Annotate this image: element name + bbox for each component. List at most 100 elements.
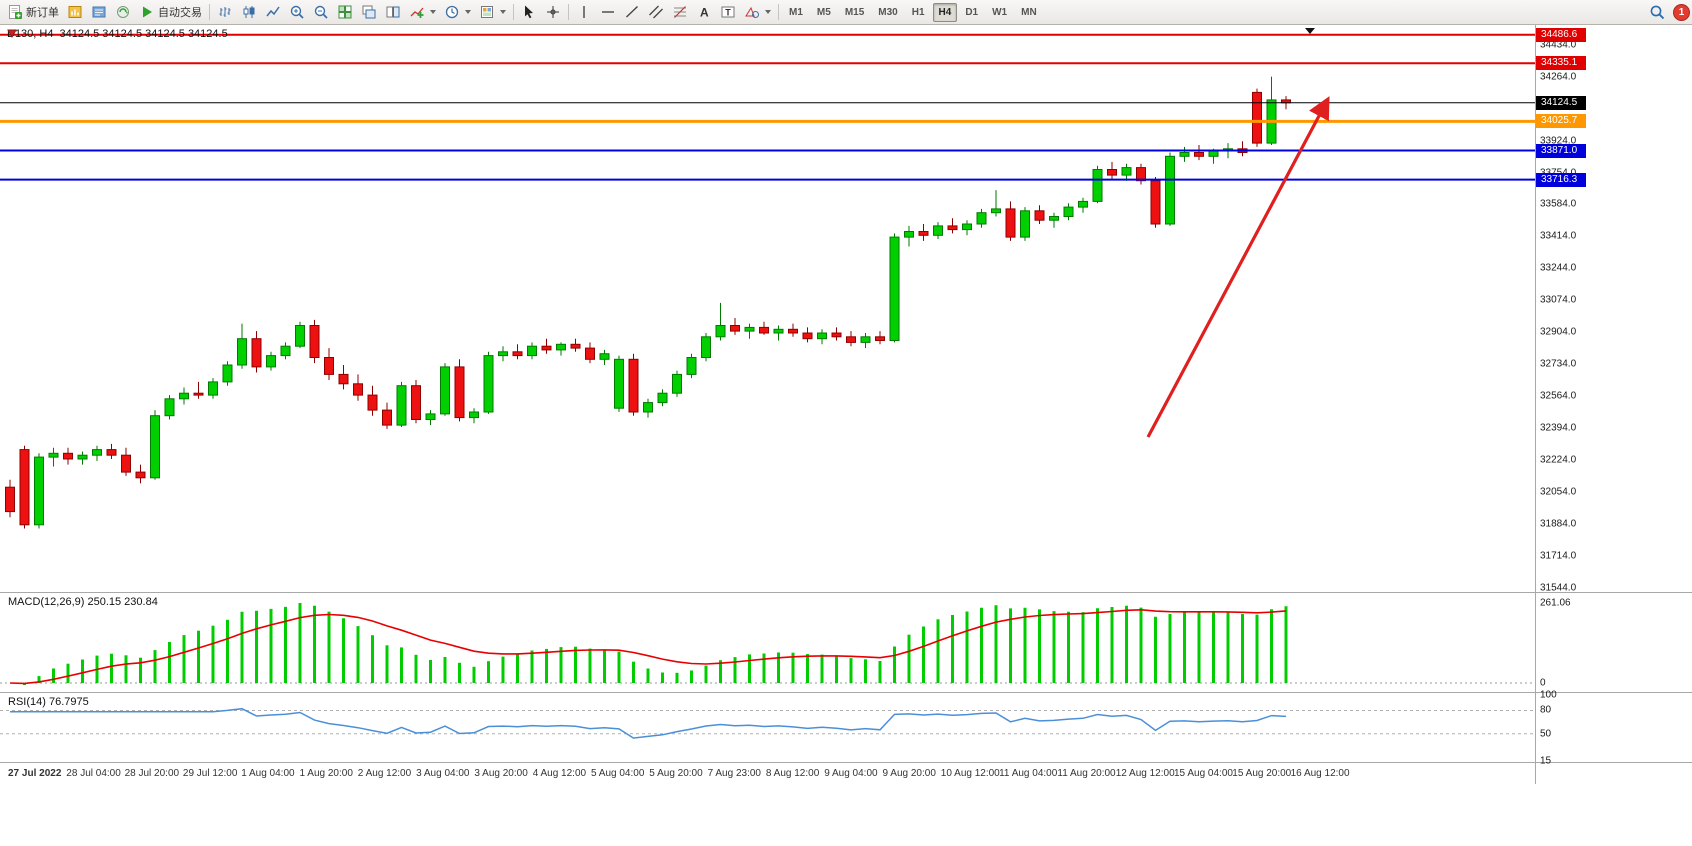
- refresh-button[interactable]: [111, 2, 135, 22]
- bull-candle: [1078, 200, 1088, 208]
- pane-separator[interactable]: [0, 762, 1692, 763]
- fibonacci-icon: [674, 6, 686, 18]
- periods-button[interactable]: [440, 2, 475, 22]
- profiles-icon: [92, 6, 106, 18]
- label-icon: T: [721, 6, 735, 18]
- line-chart-type-button[interactable]: [261, 2, 285, 22]
- toolbar-separator: [513, 4, 514, 20]
- symbol-info: D130, H4 34124.5 34124.5 34124.5 34124.5: [7, 28, 228, 40]
- arrange-windows-button[interactable]: [381, 2, 405, 22]
- time-axis-label: 11 Aug 20:00: [1057, 768, 1116, 779]
- templates-button[interactable]: [475, 2, 510, 22]
- timeframe-h1-button[interactable]: H1: [911, 6, 925, 18]
- new-order-button[interactable]: 新订单: [3, 2, 63, 22]
- time-axis-label: 28 Jul 20:00: [124, 768, 180, 779]
- bull-candle: [440, 366, 450, 415]
- time-axis-label: 10 Aug 12:00: [940, 768, 1000, 779]
- bear-candle: [788, 328, 798, 334]
- pane-separator[interactable]: [0, 592, 1692, 593]
- notification-badge[interactable]: 1: [1673, 3, 1690, 21]
- bull-candle: [701, 336, 711, 358]
- timeframe-m5-button[interactable]: M5: [816, 6, 831, 18]
- trendline-tool-button[interactable]: [620, 2, 644, 22]
- dropdown-arrow-icon: [430, 10, 436, 14]
- candlestick-chart-type-button[interactable]: [237, 2, 261, 22]
- pane-separator[interactable]: [0, 692, 1692, 693]
- indicators-button[interactable]: [405, 2, 440, 22]
- bull-candle: [556, 343, 566, 351]
- chart-area[interactable]: D130, H4 34124.5 34124.5 34124.5 34124.5…: [0, 24, 1692, 846]
- zoom-out-button[interactable]: [309, 2, 333, 22]
- timeframe-m30-button[interactable]: M30: [878, 6, 898, 18]
- time-axis-label: 5 Aug 04:00: [591, 768, 645, 779]
- search-icon[interactable]: [1649, 4, 1666, 21]
- crosshair-tool-button[interactable]: [541, 2, 565, 22]
- bear-candle: [106, 449, 117, 456]
- timeframe-w1-button[interactable]: W1: [992, 6, 1008, 18]
- bear-candle: [382, 409, 392, 426]
- vertical-line-tool-button[interactable]: [572, 2, 596, 22]
- timeframe-mn-button[interactable]: MN: [1021, 6, 1037, 18]
- bear-candle: [454, 366, 465, 419]
- chart-shift-marker[interactable]: [1305, 28, 1315, 34]
- bull-candle: [773, 328, 784, 334]
- toolbar: 新订单 自动交易: [0, 0, 1692, 25]
- shapes-tool-button[interactable]: [740, 2, 775, 22]
- price-axis-tick: 32734.0: [1540, 358, 1577, 370]
- price-axis-tick: 34434.0: [1540, 39, 1577, 51]
- bull-candle: [237, 338, 247, 366]
- rsi-label: RSI(14) 76.7975: [8, 696, 89, 708]
- bull-candle: [904, 231, 914, 238]
- toolbar-right-group: 1: [1649, 3, 1692, 21]
- price-axis-tick: 32394.0: [1540, 422, 1577, 434]
- price-axis-border: [1535, 24, 1536, 784]
- time-axis-label: 27 Jul 2022: [8, 768, 62, 779]
- time-axis-label: 9 Aug 20:00: [882, 768, 936, 779]
- time-axis-label: 15 Aug 20:00: [1232, 768, 1292, 779]
- cursor-tool-button[interactable]: [517, 2, 541, 22]
- macd-axis-max: 261.06: [1540, 597, 1571, 609]
- rsi-pane[interactable]: [0, 693, 1692, 762]
- support-lower-price-tag: 33716.3: [1536, 172, 1586, 187]
- tile-windows-button[interactable]: [333, 2, 357, 22]
- bull-candle: [1165, 155, 1175, 225]
- arrange-windows-icon: [386, 6, 400, 18]
- orange-level-price-tag: 34025.7: [1536, 114, 1586, 129]
- horizontal-line-tool-button[interactable]: [596, 2, 620, 22]
- fibonacci-tool-button[interactable]: [668, 2, 692, 22]
- cascade-windows-button[interactable]: [357, 2, 381, 22]
- resistance-lower-price-tag: 34335.1: [1536, 56, 1586, 71]
- profiles-button[interactable]: [87, 2, 111, 22]
- text-tool-button[interactable]: A: [692, 2, 716, 22]
- bull-candle: [1049, 216, 1059, 221]
- support-upper-price-tag: 33871.0: [1536, 143, 1586, 158]
- macd-pane[interactable]: [0, 593, 1692, 692]
- time-axis-label: 2 Aug 12:00: [357, 768, 412, 779]
- timeframe-m15-button[interactable]: M15: [844, 6, 865, 18]
- timeframe-d1-button[interactable]: D1: [965, 6, 979, 18]
- bar-chart-type-button[interactable]: [213, 2, 237, 22]
- toolbar-separator: [568, 4, 569, 20]
- bull-candle: [933, 225, 943, 236]
- channel-tool-button[interactable]: [644, 2, 668, 22]
- bull-candle: [614, 358, 624, 409]
- trend-arrow[interactable]: [1146, 96, 1330, 438]
- zoom-in-button[interactable]: [285, 2, 309, 22]
- timeframe-m1-button[interactable]: M1: [789, 6, 803, 18]
- symbol-period-label: D130, H4: [7, 28, 54, 40]
- new-chart-button[interactable]: [63, 2, 87, 22]
- bull-candle: [469, 411, 479, 419]
- timeframe-h4-button[interactable]: H4: [932, 2, 958, 22]
- main-price-pane[interactable]: [0, 24, 1692, 592]
- bear-candle: [1252, 91, 1262, 144]
- bear-candle: [5, 486, 15, 513]
- bear-candle: [570, 343, 581, 349]
- symbol-icon: [7, 29, 17, 39]
- time-axis-label: 4 Aug 12:00: [532, 768, 587, 779]
- price-axis-tick: 33584.0: [1540, 198, 1577, 210]
- autotrading-button[interactable]: 自动交易: [135, 2, 206, 22]
- time-axis-label: 9 Aug 04:00: [824, 768, 878, 779]
- label-tool-button[interactable]: T: [716, 2, 740, 22]
- bear-candle: [918, 231, 929, 236]
- rsi-axis-50: 50: [1540, 728, 1552, 740]
